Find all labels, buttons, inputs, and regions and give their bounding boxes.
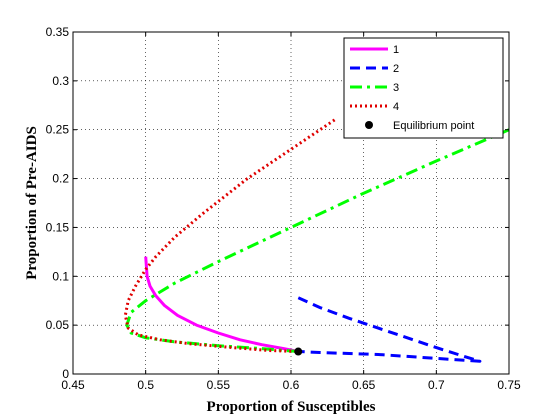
- legend-swatch-equilibrium: [365, 121, 373, 129]
- legend-label-4: 4: [393, 101, 399, 113]
- x-tick-label: 0.5: [137, 378, 154, 392]
- x-tick-label: 0.65: [352, 378, 376, 392]
- y-tick-label: 0.35: [46, 25, 70, 39]
- x-axis-title: Proportion of Susceptibles: [207, 399, 376, 415]
- series-layer: [123, 118, 510, 363]
- y-tick-label: 0: [62, 367, 69, 381]
- series-line-2: [297, 296, 482, 363]
- x-tick-label: 0.55: [207, 378, 231, 392]
- x-tick-label: 0.6: [283, 378, 300, 392]
- equilibrium-layer: [294, 347, 303, 356]
- y-tick-label: 0.25: [46, 123, 70, 137]
- legend-label-3: 3: [393, 82, 399, 94]
- series-line-1: [144, 256, 299, 353]
- y-tick-label: 0.3: [52, 74, 69, 88]
- equilibrium-marker: [294, 347, 303, 356]
- y-axis-title: Proportion of Pre-AIDS: [24, 126, 40, 280]
- legend-label-equilibrium: Equilibrium point: [393, 120, 474, 132]
- y-tick-label: 0.2: [52, 172, 69, 186]
- y-tick-label: 0.05: [46, 318, 70, 332]
- x-tick-label: 0.7: [428, 378, 445, 392]
- axis-ticks: [72, 31, 510, 375]
- x-tick-label: 0.75: [497, 378, 521, 392]
- y-tick-label: 0.1: [52, 269, 69, 283]
- legend-label-1: 1: [393, 44, 399, 56]
- axis-tick-labels: 0.45 0.5 0.55 0.6 0.65 0.7 0.75 0 0.05 0.1 0.15 0.2…: [46, 25, 521, 392]
- series-line-3: [125, 128, 510, 353]
- y-tick-label: 0.15: [46, 220, 70, 234]
- legend: 1 2 3 4 Equilibrium point: [343, 37, 504, 139]
- legend-label-2: 2: [393, 63, 399, 75]
- x-tick-label: 0.45: [61, 378, 85, 392]
